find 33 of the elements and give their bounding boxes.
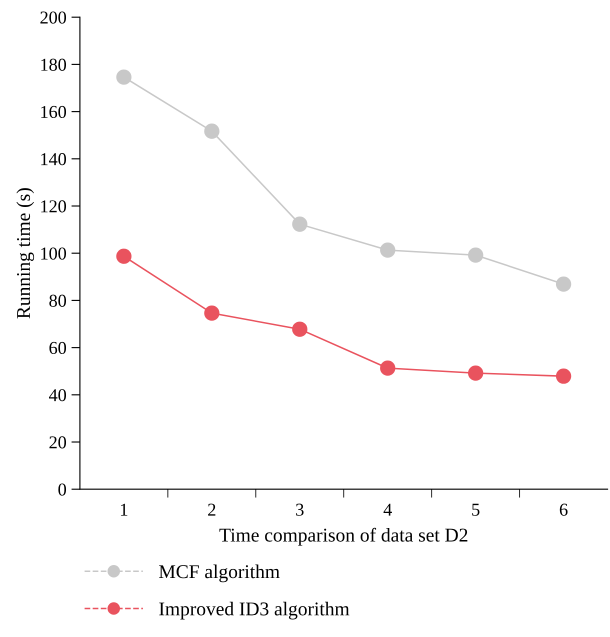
point xyxy=(204,306,220,321)
point xyxy=(116,70,132,85)
y-tick-label: 80 xyxy=(49,294,66,307)
legend-label: MCF algorithm xyxy=(159,564,280,582)
x-tick-label: 4 xyxy=(384,504,392,516)
y-tick-label: 120 xyxy=(41,200,66,212)
point xyxy=(468,365,484,381)
point xyxy=(292,216,308,232)
legend-label: Improved ID3 algorithm xyxy=(159,602,350,620)
y-tick-label: 60 xyxy=(49,342,66,354)
point xyxy=(556,368,572,384)
x-tick-label: 1 xyxy=(120,504,128,516)
y-tick-label: 160 xyxy=(41,106,66,118)
y-tick-label: 100 xyxy=(41,247,66,260)
point xyxy=(204,124,220,139)
point xyxy=(380,360,396,376)
y-tick-label: 180 xyxy=(41,58,66,71)
y-tick-label: 40 xyxy=(49,389,66,402)
x-tick-label: 5 xyxy=(472,504,480,516)
x-tick-label: 6 xyxy=(560,504,568,516)
y-tick-label: 200 xyxy=(40,11,66,24)
y-tick-label: 140 xyxy=(41,153,66,166)
x-tick-label: 2 xyxy=(208,504,216,516)
y-tick-label: 0 xyxy=(58,483,66,496)
y-axis-title: Running time (s) xyxy=(16,188,34,319)
point xyxy=(380,242,396,258)
point xyxy=(116,248,132,264)
y-tick-label: 20 xyxy=(49,436,66,448)
point xyxy=(556,276,572,292)
x-tick-label: 3 xyxy=(296,504,304,516)
point xyxy=(292,322,308,337)
x-axis-title: Time comparison of data set D2 xyxy=(219,528,468,546)
point xyxy=(468,247,484,263)
